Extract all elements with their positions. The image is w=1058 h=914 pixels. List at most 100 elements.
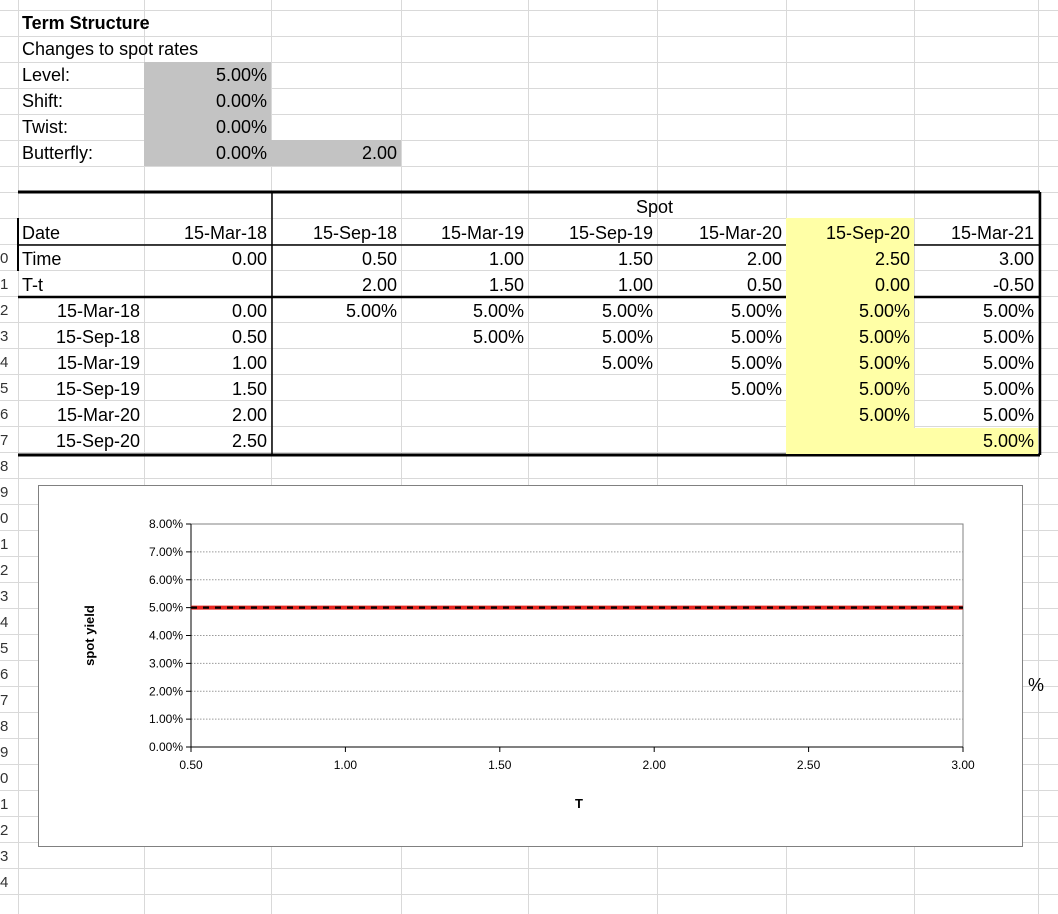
header-time-base[interactable]: 0.00 [231, 249, 267, 269]
stray-percent-text[interactable]: % [1028, 675, 1045, 695]
row-time-cell[interactable]: 0.50 [231, 327, 267, 347]
header-tt-cell[interactable]: 0.50 [746, 275, 782, 295]
spot-rate-cell[interactable]: 5.00% [982, 353, 1034, 373]
header-tt-cell[interactable]: 2.00 [361, 275, 397, 295]
level-input[interactable]: 5.00% [215, 65, 267, 85]
row-time-cell[interactable]: 0.00 [231, 301, 267, 321]
row-number[interactable]: 6 [0, 406, 8, 423]
row-date-cell[interactable]: 15-Sep-18 [55, 327, 140, 347]
row-date-cell[interactable]: 15-Mar-19 [56, 353, 140, 373]
row-number[interactable]: 3 [0, 848, 8, 865]
sheet-subtitle[interactable]: Changes to spot rates [22, 39, 199, 59]
row-date-cell[interactable]: 15-Mar-18 [56, 301, 140, 321]
spot-rate-cell[interactable]: 5.00% [730, 379, 782, 399]
spot-rate-cell[interactable]: 5.00% [858, 353, 910, 373]
row-number[interactable]: 6 [0, 666, 8, 683]
shift-label[interactable]: Shift: [22, 91, 64, 111]
row-date-cell[interactable]: 15-Sep-19 [55, 379, 140, 399]
spot-rate-cell[interactable] [401, 376, 528, 402]
spot-rate-cell[interactable]: 5.00% [982, 405, 1034, 425]
spot-rate-cell[interactable] [528, 376, 657, 402]
spot-rate-cell[interactable] [657, 428, 786, 454]
header-date-cell[interactable]: 15-Mar-19 [440, 223, 524, 243]
header-time-cell[interactable]: 3.00 [998, 249, 1034, 269]
row-number[interactable]: 7 [0, 692, 8, 709]
spot-yield-chart[interactable]: 0.00% 1.00% 2.00% 3.00% 4.00% 5.00% 6.00% 7.00%… [38, 485, 1023, 847]
row-time-cell[interactable]: 2.00 [231, 405, 267, 425]
row-number[interactable]: 2 [0, 822, 8, 839]
row-number[interactable]: 1 [0, 536, 8, 553]
spot-rate-cell[interactable] [657, 402, 786, 428]
row-number[interactable]: 5 [0, 640, 8, 657]
header-date-cell[interactable]: 15-Sep-18 [312, 223, 397, 243]
header-date-cell[interactable]: 15-Mar-20 [698, 223, 782, 243]
row-number[interactable]: 8 [0, 458, 8, 475]
spot-rate-cell[interactable]: 5.00% [982, 301, 1034, 321]
row-number[interactable]: 0 [0, 770, 8, 787]
row-number[interactable]: 2 [0, 562, 8, 579]
row-number[interactable]: 3 [0, 588, 8, 605]
spot-rate-cell[interactable]: 5.00% [345, 301, 397, 321]
header-tt-cell[interactable]: 1.00 [617, 275, 653, 295]
spot-rate-cell[interactable]: 5.00% [601, 301, 653, 321]
row-label-tt[interactable]: T-t [22, 275, 43, 295]
row-number[interactable]: 1 [0, 276, 8, 293]
butterfly-extra-input[interactable]: 2.00 [361, 143, 397, 163]
spot-rate-cell[interactable]: 5.00% [982, 327, 1034, 347]
row-number[interactable]: 7 [0, 432, 8, 449]
row-number[interactable]: 4 [0, 614, 8, 631]
row-time-cell[interactable]: 2.50 [231, 431, 267, 451]
header-time-cell[interactable]: 2.00 [746, 249, 782, 269]
spot-rate-cell[interactable]: 5.00% [601, 353, 653, 373]
row-time-cell[interactable]: 1.00 [231, 353, 267, 373]
header-date-base[interactable]: 15-Mar-18 [183, 223, 267, 243]
row-date-cell[interactable]: 15-Sep-20 [55, 431, 140, 451]
spot-rate-cell[interactable]: 5.00% [858, 327, 910, 347]
spot-rate-cell[interactable] [528, 428, 657, 454]
spot-rate-cell[interactable]: 5.00% [472, 327, 524, 347]
spot-rate-cell[interactable] [271, 428, 401, 454]
row-label-date[interactable]: Date [22, 223, 61, 243]
sheet-title[interactable]: Term Structure [22, 13, 150, 33]
spot-rate-cell[interactable] [401, 350, 528, 376]
header-tt-cell[interactable]: 1.50 [488, 275, 524, 295]
spot-rate-cell[interactable]: 5.00% [858, 379, 910, 399]
spot-rate-cell[interactable] [401, 402, 528, 428]
row-time-cell[interactable]: 1.50 [231, 379, 267, 399]
row-label-time[interactable]: Time [22, 249, 62, 269]
spot-rate-cell[interactable] [271, 376, 401, 402]
spot-rate-cell[interactable] [786, 428, 914, 454]
row-number[interactable]: 3 [0, 328, 8, 345]
row-number[interactable]: 9 [0, 744, 8, 761]
row-date-cell[interactable]: 15-Mar-20 [56, 405, 140, 425]
header-date-cell[interactable]: 15-Sep-20 [825, 223, 910, 243]
row-number[interactable]: 2 [0, 302, 8, 319]
spot-rate-cell[interactable] [271, 350, 401, 376]
row-number[interactable]: 5 [0, 380, 8, 397]
spot-rate-cell[interactable]: 5.00% [730, 327, 782, 347]
header-tt-cell[interactable]: -0.50 [992, 275, 1034, 295]
twist-label[interactable]: Twist: [22, 117, 69, 137]
spot-group-header[interactable]: Spot [635, 197, 674, 217]
row-number[interactable]: 9 [0, 484, 8, 501]
header-date-cell[interactable]: 15-Mar-21 [950, 223, 1034, 243]
row-number[interactable]: 4 [0, 354, 8, 371]
spot-rate-cell[interactable]: 5.00% [601, 327, 653, 347]
spot-rate-cell[interactable]: 5.00% [730, 301, 782, 321]
header-date-cell[interactable]: 15-Sep-19 [568, 223, 653, 243]
spot-rate-cell[interactable] [401, 428, 528, 454]
spot-rate-cell[interactable]: 5.00% [730, 353, 782, 373]
row-number[interactable]: 8 [0, 718, 8, 735]
butterfly-input[interactable]: 0.00% [215, 143, 267, 163]
row-number[interactable]: 4 [0, 874, 8, 891]
level-label[interactable]: Level: [22, 65, 71, 85]
header-time-cell[interactable]: 0.50 [361, 249, 397, 269]
spot-rate-cell[interactable]: 5.00% [982, 431, 1034, 451]
spot-rate-cell[interactable]: 5.00% [982, 379, 1034, 399]
spot-rate-cell[interactable]: 5.00% [472, 301, 524, 321]
header-time-cell[interactable]: 2.50 [874, 249, 910, 269]
twist-input[interactable]: 0.00% [215, 117, 267, 137]
spot-rate-cell[interactable]: 5.00% [858, 405, 910, 425]
spot-rate-cell[interactable]: 5.00% [858, 301, 910, 321]
header-time-cell[interactable]: 1.50 [617, 249, 653, 269]
